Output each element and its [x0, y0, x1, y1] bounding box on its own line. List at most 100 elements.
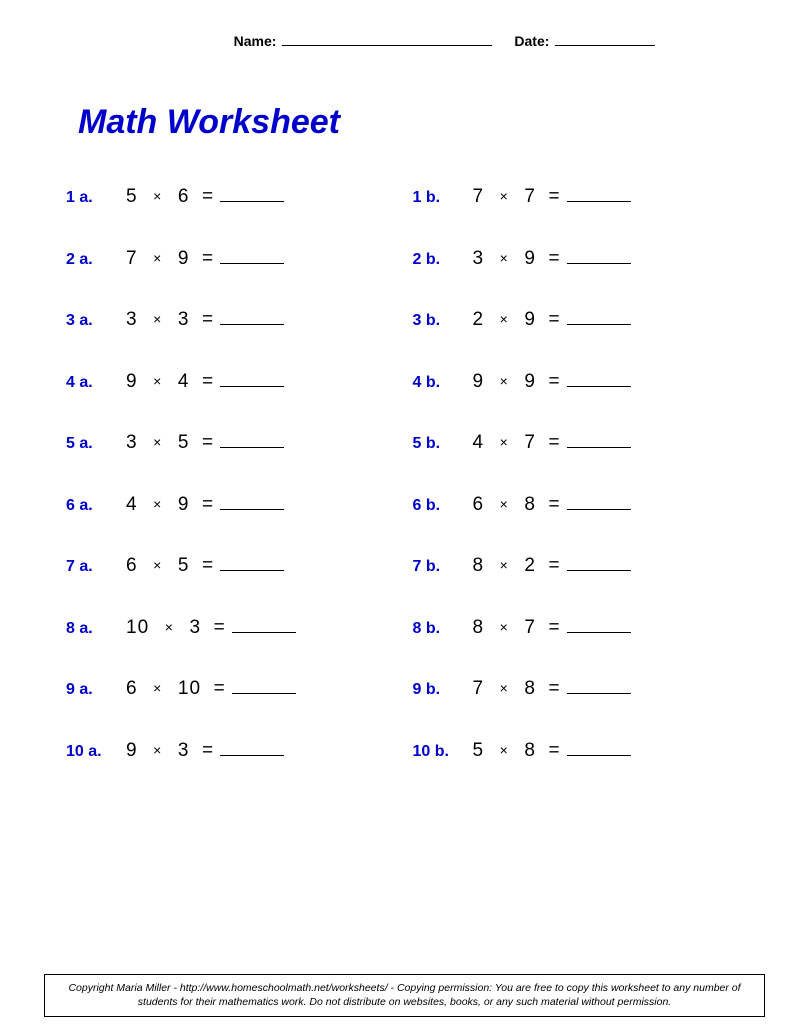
operand-1: 8 [473, 555, 485, 577]
multiply-operator: × [497, 311, 512, 327]
multiply-operator: × [162, 619, 177, 635]
problem-label: 7 a. [66, 558, 126, 576]
multiply-operator: × [497, 188, 512, 204]
problem-a: 2 a.7 × 9 = [66, 248, 413, 270]
multiply-operator: × [497, 680, 512, 696]
problem-expression: 7 × 8 = [473, 678, 631, 700]
operand-1: 3 [126, 432, 138, 454]
name-field: Name: [234, 32, 493, 49]
problem-label: 8 a. [66, 620, 126, 638]
multiply-operator: × [497, 373, 512, 389]
problem-expression: 3 × 9 = [473, 248, 631, 270]
problem-label: 6 b. [413, 497, 473, 515]
operand-2: 9 [178, 248, 190, 270]
problem-row: 2 a.7 × 9 =2 b.3 × 9 = [66, 248, 759, 270]
problem-expression: 7 × 7 = [473, 186, 631, 208]
multiply-operator: × [497, 496, 512, 512]
multiply-operator: × [150, 250, 165, 266]
equals-sign: = [214, 678, 226, 700]
multiply-operator: × [150, 373, 165, 389]
operand-1: 7 [473, 678, 485, 700]
problem-b: 9 b.7 × 8 = [413, 678, 760, 700]
answer-blank [220, 555, 284, 571]
problem-a: 5 a.3 × 5 = [66, 432, 413, 454]
operand-2: 3 [178, 740, 190, 762]
answer-blank [567, 371, 631, 387]
problem-b: 10 b.5 × 8 = [413, 740, 760, 762]
problem-expression: 8 × 7 = [473, 617, 631, 639]
problem-label: 9 b. [413, 681, 473, 699]
operand-2: 7 [524, 186, 536, 208]
problem-expression: 5 × 6 = [126, 186, 284, 208]
problem-row: 3 a.3 × 3 =3 b.2 × 9 = [66, 309, 759, 331]
operand-2: 9 [178, 494, 190, 516]
problem-b: 1 b.7 × 7 = [413, 186, 760, 208]
operand-1: 4 [473, 432, 485, 454]
answer-blank [232, 678, 296, 694]
problem-expression: 9 × 3 = [126, 740, 284, 762]
problems-grid: 1 a.5 × 6 =1 b.7 × 7 =2 a.7 × 9 =2 b.3 ×… [50, 186, 759, 762]
multiply-operator: × [150, 557, 165, 573]
multiply-operator: × [497, 619, 512, 635]
operand-2: 5 [178, 432, 190, 454]
equals-sign: = [202, 309, 214, 331]
problem-b: 4 b.9 × 9 = [413, 371, 760, 393]
equals-sign: = [214, 617, 226, 639]
problem-row: 7 a.6 × 5 =7 b.8 × 2 = [66, 555, 759, 577]
problem-label: 8 b. [413, 620, 473, 638]
problem-label: 3 b. [413, 312, 473, 330]
equals-sign: = [202, 740, 214, 762]
problem-label: 3 a. [66, 312, 126, 330]
operand-1: 4 [126, 494, 138, 516]
equals-sign: = [202, 186, 214, 208]
answer-blank [220, 740, 284, 756]
problem-a: 10 a.9 × 3 = [66, 740, 413, 762]
equals-sign: = [549, 432, 561, 454]
problem-label: 5 a. [66, 435, 126, 453]
multiply-operator: × [150, 680, 165, 696]
problem-expression: 6 × 5 = [126, 555, 284, 577]
problem-expression: 6 × 10 = [126, 678, 296, 700]
operand-2: 9 [524, 371, 536, 393]
problem-a: 3 a.3 × 3 = [66, 309, 413, 331]
problem-label: 4 b. [413, 374, 473, 392]
answer-blank [220, 494, 284, 510]
answer-blank [220, 186, 284, 202]
problem-b: 3 b.2 × 9 = [413, 309, 760, 331]
equals-sign: = [549, 248, 561, 270]
multiply-operator: × [150, 496, 165, 512]
problem-expression: 10 × 3 = [126, 617, 296, 639]
multiply-operator: × [150, 434, 165, 450]
operand-1: 7 [473, 186, 485, 208]
operand-1: 3 [473, 248, 485, 270]
problem-expression: 9 × 4 = [126, 371, 284, 393]
problem-a: 7 a.6 × 5 = [66, 555, 413, 577]
equals-sign: = [549, 555, 561, 577]
operand-1: 5 [126, 186, 138, 208]
multiply-operator: × [497, 557, 512, 573]
multiply-operator: × [497, 434, 512, 450]
multiply-operator: × [150, 311, 165, 327]
equals-sign: = [202, 555, 214, 577]
copyright-footer: Copyright Maria Miller - http://www.home… [44, 974, 765, 1017]
problem-label: 4 a. [66, 374, 126, 392]
operand-2: 3 [178, 309, 190, 331]
name-label: Name: [234, 33, 277, 49]
equals-sign: = [549, 371, 561, 393]
answer-blank [220, 248, 284, 264]
answer-blank [220, 309, 284, 325]
equals-sign: = [202, 494, 214, 516]
operand-1: 6 [126, 678, 138, 700]
answer-blank [220, 432, 284, 448]
problem-expression: 9 × 9 = [473, 371, 631, 393]
answer-blank [567, 186, 631, 202]
answer-blank [567, 678, 631, 694]
equals-sign: = [549, 309, 561, 331]
problem-row: 6 a.4 × 9 =6 b.6 × 8 = [66, 494, 759, 516]
problem-expression: 3 × 5 = [126, 432, 284, 454]
operand-2: 2 [524, 555, 536, 577]
operand-2: 9 [524, 248, 536, 270]
problem-a: 9 a.6 × 10 = [66, 678, 413, 700]
operand-1: 9 [126, 740, 138, 762]
problem-label: 10 b. [413, 743, 473, 761]
